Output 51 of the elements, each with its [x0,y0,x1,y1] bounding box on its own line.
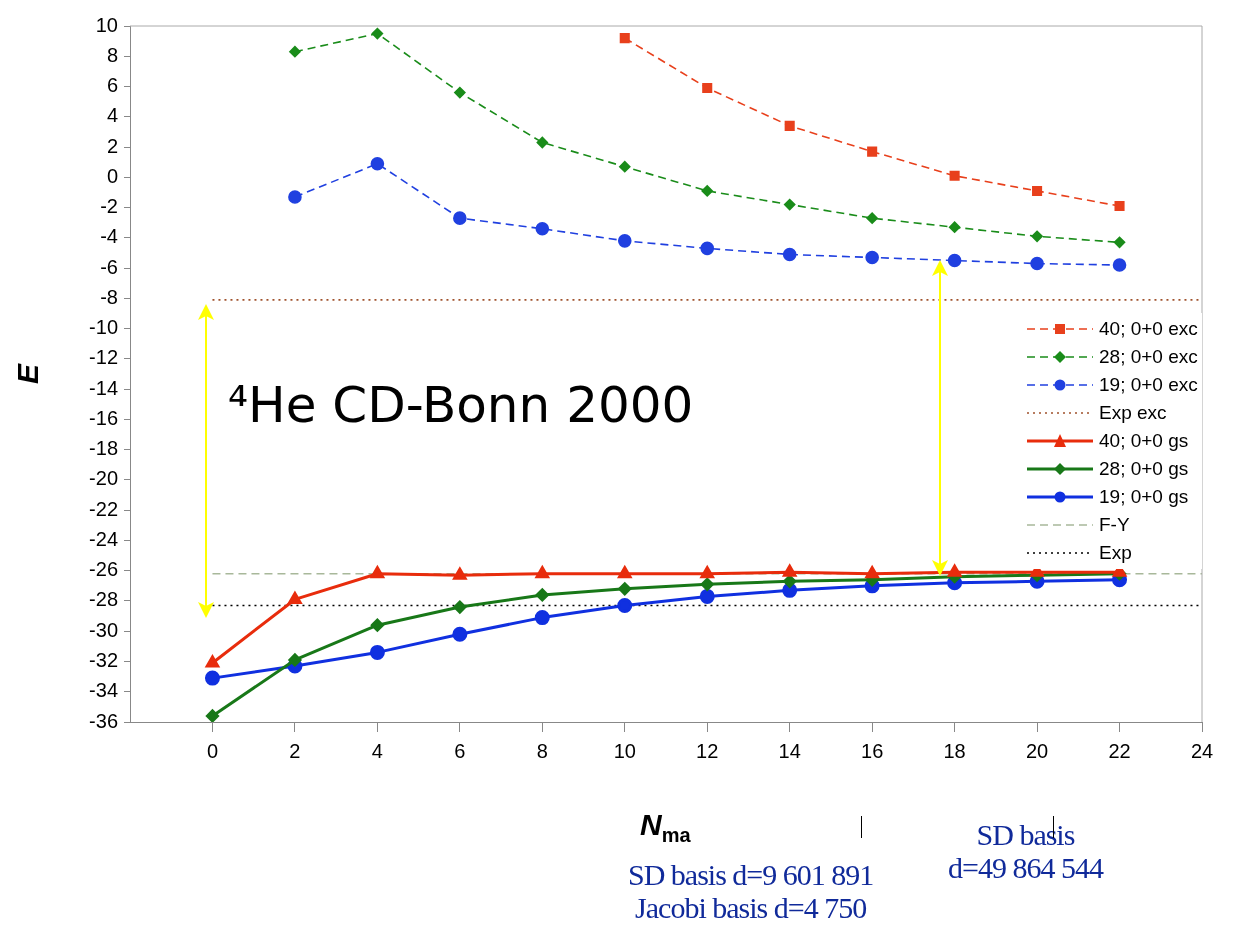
y-tick-label: -2 [100,195,118,218]
y-tick-label: -32 [89,648,118,671]
x-tick-label: 16 [861,739,884,762]
x-tick-label: 8 [536,739,548,762]
y-tick-label: 4 [106,104,118,127]
y-tick-label: -10 [89,316,118,339]
y-tick-label: -30 [89,618,118,641]
y-tick-label: -18 [89,437,118,460]
y-axis-title: E [11,363,45,385]
legend-label: 40; 0+0 exc [1099,318,1198,340]
legend-label: 19; 0+0 exc [1099,374,1198,396]
legend-label: F-Y [1099,514,1130,536]
y-tick-label: -12 [89,346,118,369]
y-tick-label: 2 [106,134,118,157]
legend-label: 28; 0+0 exc [1099,346,1198,368]
x-tick-label: 18 [943,739,966,762]
x-tick-label: 24 [1190,739,1214,762]
text: SD basis d=49 864 544 [948,818,1103,884]
text: SD basis d=9 601 891 Jacobi basis d=4 750 [628,858,874,924]
x-tick-label: 6 [454,739,466,762]
y-tick-label: -24 [89,527,118,550]
y-tick-label: -14 [89,376,118,399]
legend-label: Exp exc [1099,402,1167,424]
y-tick-label: 0 [106,164,118,187]
legend-label: 19; 0+0 gs [1099,486,1189,508]
y-tick-label: -16 [89,406,118,429]
y-tick-label: -22 [89,497,118,520]
y-tick-label: -36 [89,709,118,732]
y-tick-label: -4 [100,225,118,248]
x-axis-title: N$_{ma}$ [640,808,691,847]
x-tick-label: 0 [206,739,219,762]
x-tick-label: 14 [778,739,801,762]
annotation: ⁴He CD-Bonn 2000 [228,376,694,434]
x-tick-label: 10 [613,739,636,762]
y-tick-label: 10 [95,13,118,36]
y-tick-label: 8 [106,43,118,66]
y-tick-label: -6 [100,255,118,278]
y-tick-label: -34 [89,679,118,702]
y-tick-label: -20 [89,467,118,490]
x-tick-label: 12 [696,739,719,762]
x-tick-label: 2 [289,739,301,762]
legend-label: 28; 0+0 gs [1099,458,1189,480]
y-tick-label: -8 [100,285,118,308]
legend-label: 40; 0+0 gs [1099,430,1189,452]
y-tick-label: -26 [89,558,118,581]
y-tick-label: -28 [89,588,118,611]
x-tick-label: 22 [1108,739,1131,762]
x-tick-label: 20 [1025,739,1049,762]
legend-label: Exp [1099,542,1132,564]
x-tick-label: 4 [371,739,383,762]
y-tick-label: 6 [106,74,118,97]
